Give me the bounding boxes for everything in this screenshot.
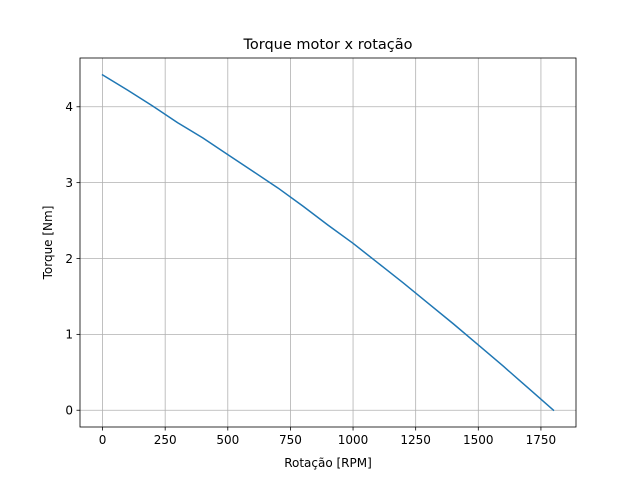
x-tick-label: 1250 [400,433,431,447]
x-tick-label: 1500 [463,433,494,447]
grid [80,58,576,427]
x-tick-label: 1000 [338,433,369,447]
y-tick-label: 4 [65,100,73,114]
plot-frame [79,57,577,428]
y-axis-label: Torque [Nm] [41,206,55,281]
x-axis-label: Rotação [RPM] [284,456,372,470]
x-tick-label: 250 [154,433,177,447]
x-tick-label: 500 [216,433,239,447]
x-tick-label: 1750 [526,433,557,447]
y-tick-label: 1 [65,328,73,342]
y-tick-label: 3 [65,176,73,190]
x-tick-label: 750 [279,433,302,447]
series-line [101,73,555,412]
tick-layer: 0 250 500 750 1000 1250 1500 1750 0 1 2 3 4 [65,100,556,447]
series-layer [101,73,555,412]
x-tick-label: 0 [99,433,107,447]
chart-title: Torque motor x rotação [242,37,412,53]
y-tick-label: 0 [65,404,73,418]
y-tick-label: 2 [65,252,73,266]
